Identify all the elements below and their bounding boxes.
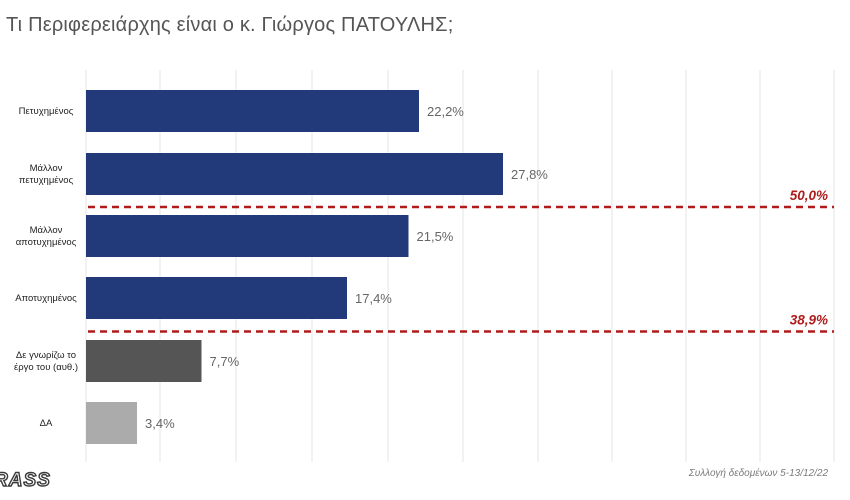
category-label-line: Μάλλον [30,225,63,236]
value-label: 21,5% [417,229,454,244]
category-label-line: Δε γνωρίζω το [16,350,76,361]
group-total-label: 50,0% [790,188,828,203]
bar [86,340,202,382]
bar [86,153,503,195]
category-label-line: Πετυχημένος [19,106,74,117]
group-total-label: 38,9% [790,313,828,328]
gridlines [85,70,835,462]
bars [86,90,503,444]
category-label-line: έργο του (αυθ.) [14,362,78,373]
category-label: ΔΑ [40,418,53,429]
bar [86,90,419,132]
value-label: 22,2% [427,104,464,119]
value-label: 27,8% [511,167,548,182]
category-label-line: πετυχημένος [19,175,74,186]
category-label: Πετυχημένος [19,106,74,117]
category-label: Αποτυχημένος [15,293,77,304]
group-dividers: 50,0% 38,9% [88,188,834,333]
category-label-line: Μάλλον [30,163,63,174]
bar [86,215,409,257]
category-label: Μάλλον πετυχημένος [19,163,74,186]
category-label: Δε γνωρίζω το έργο του (αυθ.) [14,350,78,373]
value-label: 3,4% [145,416,175,431]
bar [86,277,347,319]
category-label: Μάλλον αποτυχημένος [16,225,77,248]
category-label-line: αποτυχημένος [16,237,77,248]
value-label: 7,7% [210,354,240,369]
data-collection-note: Συλλογή δεδομένων 5-13/12/22 [688,468,828,479]
bar [86,402,137,444]
rass-logo: RASS [0,469,51,491]
category-label-line: Αποτυχημένος [15,293,77,304]
category-label-line: ΔΑ [40,418,53,429]
chart-title: Τι Περιφερειάρχης είναι ο κ. Γιώργος ΠΑΤ… [6,14,454,36]
value-label: 17,4% [355,291,392,306]
